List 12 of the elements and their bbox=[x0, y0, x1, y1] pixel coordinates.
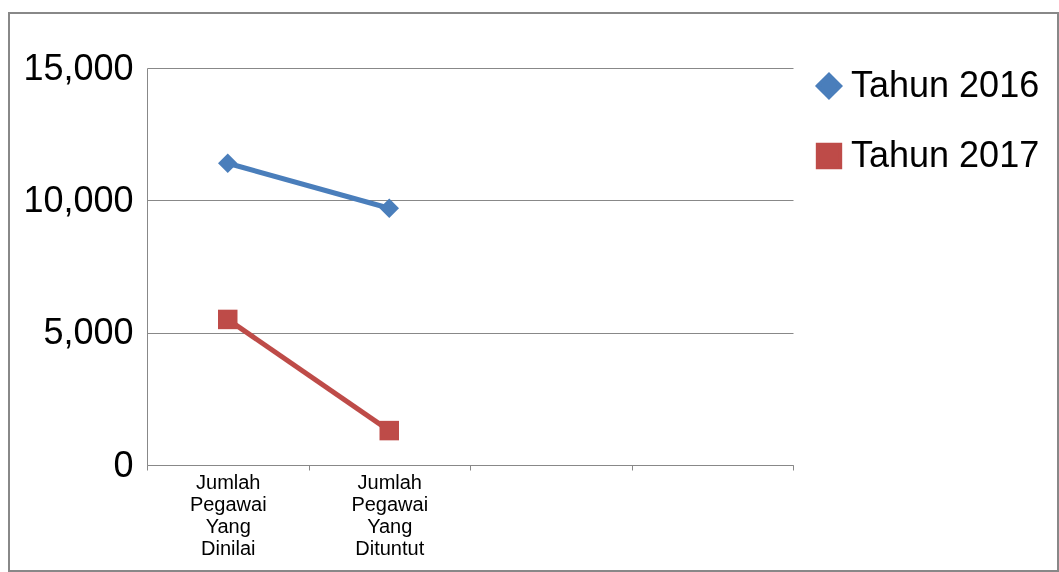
y-tick-label: 10,000 bbox=[23, 178, 134, 220]
point bbox=[379, 420, 399, 441]
y-tick-label: 5,000 bbox=[43, 311, 134, 353]
point bbox=[379, 198, 399, 219]
point bbox=[218, 153, 238, 174]
legend-label: Tahun 2016 bbox=[851, 64, 1040, 105]
point bbox=[218, 309, 238, 330]
y-tick-label: 15,000 bbox=[23, 46, 134, 88]
y-tick-label: 0 bbox=[113, 443, 134, 485]
x-tick-label: Jumlah Pegawai Yang Dinilai bbox=[189, 470, 267, 559]
legend-label: Tahun 2017 bbox=[851, 134, 1040, 175]
x-tick-label: Jumlah Pegawai Yang Dituntut bbox=[351, 470, 429, 559]
